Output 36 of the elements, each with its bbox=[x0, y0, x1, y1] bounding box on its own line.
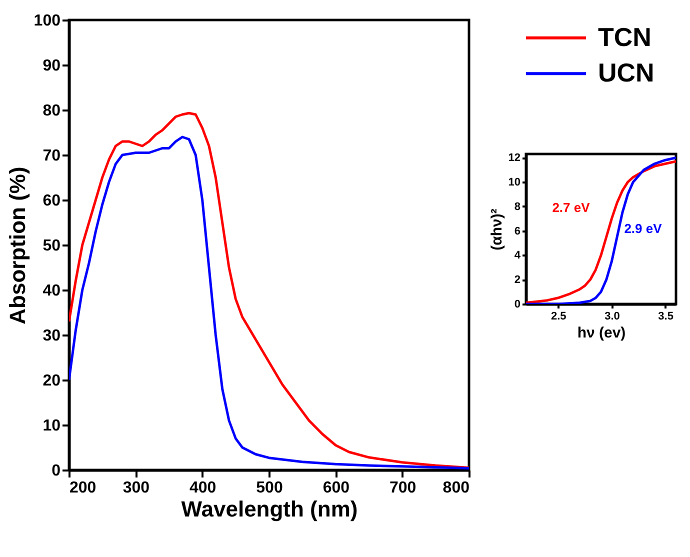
x-tick-label: 300 bbox=[122, 480, 150, 496]
y-tick-label: 80 bbox=[42, 102, 61, 120]
y-tick-label: 6 bbox=[514, 225, 520, 238]
x-tick-label: 500 bbox=[256, 480, 283, 496]
y-tick-label: 30 bbox=[42, 328, 61, 344]
x-tick-label: 3.0 bbox=[604, 310, 620, 322]
y-tick-label: 10 bbox=[42, 418, 61, 434]
y-tick-label: 60 bbox=[42, 192, 61, 210]
x-axis-title: Wavelength (nm) bbox=[181, 496, 358, 522]
y-tick-label: 10 bbox=[508, 176, 520, 189]
x-tick-label: 2.5 bbox=[550, 310, 566, 322]
x-tick-label: 800 bbox=[442, 480, 470, 496]
x-tick-label: 400 bbox=[189, 480, 216, 496]
x-tick-label: 700 bbox=[389, 480, 416, 496]
y-tick-label: 70 bbox=[42, 148, 61, 164]
y-tick-label: 20 bbox=[42, 372, 61, 390]
y-axis-title: Absorption (%) bbox=[4, 166, 30, 324]
y-tick-label: 40 bbox=[42, 282, 61, 300]
x-tick-label: 600 bbox=[322, 480, 350, 496]
y-tick-label: 8 bbox=[514, 200, 520, 213]
y-tick-label: 0 bbox=[52, 462, 61, 480]
x-tick-label: 3.5 bbox=[658, 310, 674, 322]
y-tick-label: 12 bbox=[508, 152, 520, 164]
y-tick-label: 100 bbox=[34, 12, 61, 30]
legend-label: UCN bbox=[598, 58, 654, 88]
y-tick-label: 2 bbox=[514, 274, 520, 286]
annotation: 2.7 eV bbox=[552, 200, 590, 215]
y-tick-label: 0 bbox=[514, 298, 520, 310]
x-tick-label: 200 bbox=[70, 480, 96, 496]
y-axis-title: (αhν)² bbox=[488, 208, 506, 250]
y-tick-label: 4 bbox=[514, 250, 522, 262]
y-tick-label: 90 bbox=[42, 58, 61, 74]
x-axis-title: hν (ev) bbox=[577, 324, 626, 342]
legend-label: TCN bbox=[598, 22, 652, 52]
annotation: 2.9 eV bbox=[624, 221, 662, 236]
y-tick-label: 50 bbox=[42, 238, 61, 254]
